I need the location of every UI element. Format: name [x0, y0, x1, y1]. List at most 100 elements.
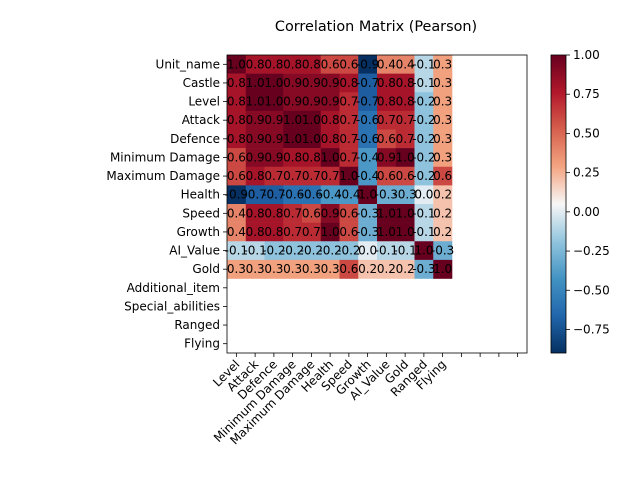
cell-value-label: 0.7: [264, 169, 283, 183]
heatmap-cell: [358, 92, 378, 112]
cell-value-label: 1.0: [339, 169, 358, 183]
cell-value-label: 0.8: [264, 57, 283, 71]
heatmap-cell: [414, 55, 434, 74]
heatmap-cell: [433, 55, 453, 74]
heatmap-cell: [320, 241, 340, 261]
heatmap-cell: [395, 129, 415, 149]
heatmap-cell: [339, 259, 359, 279]
cell-value-label: 0.4: [396, 57, 415, 71]
heatmap-cell: [414, 222, 434, 242]
y-tick-label: Level: [188, 95, 220, 109]
colorbar-tick-label: −0.75: [573, 322, 610, 336]
cell-value-label: 0.0: [414, 188, 433, 202]
heatmap-cell: [283, 222, 303, 242]
cell-value-label: 0.3: [433, 76, 452, 90]
colorbar-tick-label: −0.25: [573, 244, 610, 258]
cell-value-label: -0.2: [412, 169, 435, 183]
cell-value-label: 0.8: [264, 225, 283, 239]
y-tick-label: Gold: [192, 262, 220, 276]
heatmap-cell: [302, 222, 322, 242]
heatmap-cell: [395, 92, 415, 112]
heatmap-cell: [320, 222, 340, 242]
heatmap-cell: [339, 129, 359, 149]
cell-value-label: 0.9: [264, 113, 283, 127]
heatmap-cell: [245, 166, 265, 186]
cell-value-label: -0.1: [412, 76, 435, 90]
cell-value-label: -0.7: [356, 95, 379, 109]
heatmap-cell: [283, 55, 303, 74]
heatmap-cell: [283, 166, 303, 186]
cell-value-label: 1.0: [302, 132, 321, 146]
cell-value-label: 0.6: [227, 150, 246, 164]
heatmap-cell: [302, 148, 322, 168]
heatmap-cell: [414, 129, 434, 149]
heatmap-cell: [245, 241, 265, 261]
cell-value-label: 0.6: [377, 169, 396, 183]
heatmap-cell: [320, 129, 340, 149]
heatmap-cell: [433, 204, 453, 223]
cell-value-label: 0.8: [321, 113, 340, 127]
heatmap-cell: [377, 148, 397, 168]
cell-value-label: 0.7: [339, 95, 358, 109]
cell-value-label: 0.8: [321, 132, 340, 146]
heatmap-cell: [283, 148, 303, 168]
heatmap-cell: [377, 204, 397, 223]
heatmap-cell: [320, 185, 340, 205]
heatmap-cell: [283, 73, 303, 93]
cell-value-label: 0.3: [246, 262, 265, 276]
cell-value-label: 0.7: [396, 132, 415, 146]
cell-value-label: -0.4: [356, 169, 379, 183]
cell-value-label: -0.2: [412, 150, 435, 164]
cell-value-label: -0.2: [412, 95, 435, 109]
colorbar-tick-label: −0.50: [573, 283, 610, 297]
heatmap-cell: [245, 92, 265, 112]
heatmap-cell: [283, 185, 303, 205]
heatmap-cell: [227, 148, 247, 168]
heatmap-cell: [414, 241, 434, 261]
cell-value-label: 0.8: [246, 225, 265, 239]
cell-value-label: -0.1: [225, 244, 248, 258]
cell-value-label: 0.9: [321, 95, 340, 109]
heatmap-cell: [377, 110, 397, 130]
heatmap-cell: [339, 241, 359, 261]
heatmap-cell: [227, 55, 247, 74]
cell-value-label: 0.9: [377, 150, 396, 164]
heatmap-cell: [227, 222, 247, 242]
cell-value-label: 1.0: [377, 206, 396, 220]
cell-value-label: 0.8: [377, 95, 396, 109]
y-tick-label: Additional_item: [127, 281, 220, 295]
cell-value-label: -0.7: [262, 188, 285, 202]
cell-value-label: 1.0: [396, 150, 415, 164]
cell-value-label: -0.4: [337, 188, 360, 202]
heatmap-cell: [339, 110, 359, 130]
heatmap-cell: [433, 73, 453, 93]
heatmap-cell: [377, 166, 397, 186]
heatmap-cell: [245, 73, 265, 93]
heatmap-cell: [302, 185, 322, 205]
heatmap-cell: [377, 129, 397, 149]
heatmap-cell: [358, 241, 378, 261]
heatmap-cell: [433, 129, 453, 149]
cell-value-label: 0.2: [358, 262, 377, 276]
heatmap-cell: [358, 259, 378, 279]
cell-value-label: 0.8: [246, 206, 265, 220]
cell-value-label: 0.9: [264, 150, 283, 164]
cell-value-label: 0.8: [264, 206, 283, 220]
heatmap-cell: [433, 259, 453, 279]
cell-value-label: 0.8: [246, 169, 265, 183]
heatmap-cell: [358, 148, 378, 168]
cell-value-label: -0.3: [393, 188, 416, 202]
heatmap-cell: [245, 148, 265, 168]
heatmap-cell: [264, 222, 284, 242]
cell-value-label: 0.9: [246, 113, 265, 127]
heatmap-cell: [245, 185, 265, 205]
cell-value-label: 0.7: [339, 150, 358, 164]
cell-value-label: 0.3: [321, 262, 340, 276]
cell-value-label: 0.7: [302, 169, 321, 183]
cell-value-label: -0.1: [412, 225, 435, 239]
heatmap-cell: [339, 148, 359, 168]
heatmap-cell: [302, 166, 322, 186]
cell-value-label: 0.8: [227, 132, 246, 146]
heatmap-cell: [339, 92, 359, 112]
